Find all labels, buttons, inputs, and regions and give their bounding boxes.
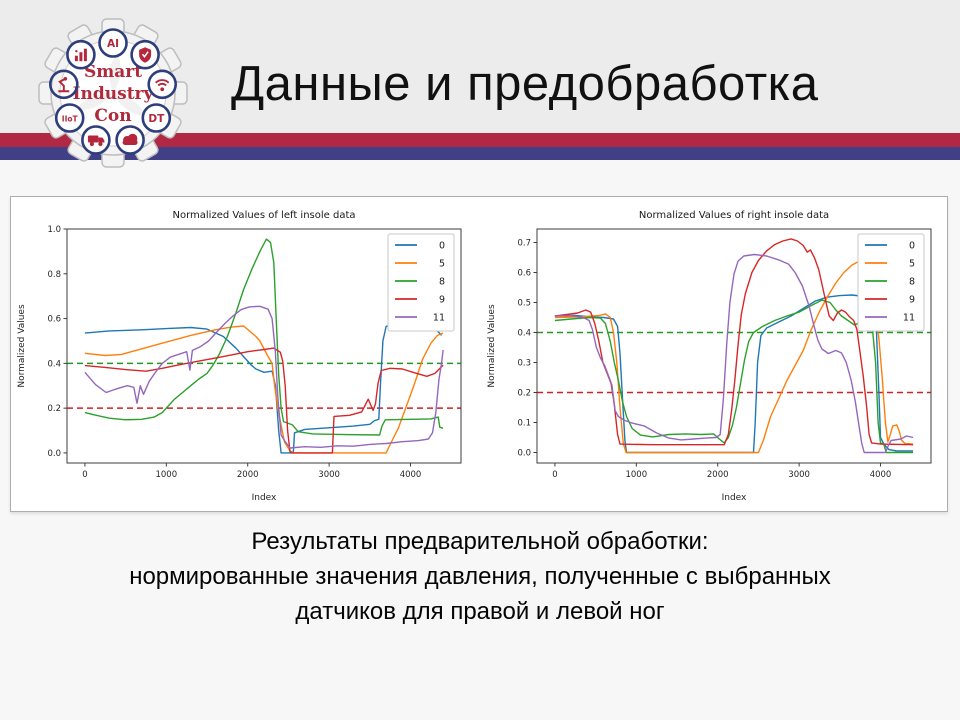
x-axis-label: Index xyxy=(252,493,277,503)
x-tick-label: 1000 xyxy=(625,470,647,480)
ai-icon: AI xyxy=(98,28,128,58)
series-11 xyxy=(84,305,444,449)
slide-title: Данные и предобработка xyxy=(231,57,819,111)
y-tick-label: 1.0 xyxy=(47,225,61,235)
caption-line-1: Результаты предварительной обработки: xyxy=(251,528,709,555)
cloud-icon xyxy=(115,125,145,155)
y-tick-label: 0.0 xyxy=(47,449,61,459)
svg-text:AI: AI xyxy=(107,38,119,50)
y-axis-label: Normalized Values xyxy=(17,304,27,388)
caption-line-2: нормированные значения давления, получен… xyxy=(129,563,831,590)
x-tick-label: 4000 xyxy=(400,470,422,480)
charts-figure: 0 1000 2000 3000 4000 0.0 0.2 0.4 0.6 0.8 1.0 Index… xyxy=(10,196,948,512)
axes-box xyxy=(536,228,932,464)
y-tick-label: 0.7 xyxy=(517,239,531,249)
x-tick-label: 3000 xyxy=(318,470,340,480)
legend-label: 5 xyxy=(909,259,915,270)
y-tick-label: 0.8 xyxy=(47,270,61,280)
logo-text-industry: Industry xyxy=(73,84,155,104)
x-tick-label: 1000 xyxy=(155,470,177,480)
x-tick-label: 0 xyxy=(552,470,557,480)
legend-label: 0 xyxy=(439,241,445,252)
x-tick-label: 4000 xyxy=(870,470,892,480)
left-insole-chart: 0 1000 2000 3000 4000 0.0 0.2 0.4 0.6 0.8 1.0 Index… xyxy=(17,210,462,503)
axes-box xyxy=(66,228,462,464)
y-tick-label: 0.1 xyxy=(517,419,531,429)
caption-line-3: датчиков для правой и левой ног xyxy=(295,598,665,625)
logo-gear: Smart Industry Con AI DT xyxy=(38,18,188,168)
y-tick-label: 0.4 xyxy=(517,329,531,339)
legend-label: 8 xyxy=(909,277,915,288)
bar-chart-icon xyxy=(66,39,96,70)
robot-arm-icon xyxy=(48,69,79,100)
right-insole-chart: 0 1000 2000 3000 4000 0.0 0.1 0.2 0.3 0.4 0.5 0.6 0.… xyxy=(487,210,932,503)
svg-text:DT: DT xyxy=(148,113,165,125)
x-tick-label: 2000 xyxy=(707,470,729,480)
smart-industry-con-logo: Smart Industry Con AI DT xyxy=(33,6,193,168)
shield-check-icon xyxy=(130,39,160,70)
logo-text-con: Con xyxy=(94,106,131,126)
y-tick-label: 0.2 xyxy=(517,389,531,399)
legend-label: 5 xyxy=(439,259,445,270)
series-5 xyxy=(84,325,444,454)
x-tick-label: 3000 xyxy=(788,470,810,480)
series-9 xyxy=(84,347,444,454)
svg-text:IIoT: IIoT xyxy=(62,115,79,124)
wifi-icon xyxy=(147,69,177,100)
legend-label: 11 xyxy=(433,313,445,324)
y-tick-label: 0.2 xyxy=(47,404,61,414)
y-tick-label: 0.3 xyxy=(517,359,531,369)
right-insole-chart: 0 1000 2000 3000 4000 0.0 0.1 0.2 0.3 0.4 0.5 0.6 0.… xyxy=(481,199,947,509)
y-tick-label: 0.4 xyxy=(47,359,61,369)
left-insole-chart: 0 1000 2000 3000 4000 0.0 0.2 0.4 0.6 0.8 1.0 Index… xyxy=(11,199,477,509)
chart-title: Normalized Values of left insole data xyxy=(172,210,355,221)
y-axis-label: Normalized Values xyxy=(487,304,497,388)
truck-icon xyxy=(81,125,111,155)
iiot-icon: IIoT xyxy=(54,103,85,133)
x-tick-label: 0 xyxy=(82,470,87,480)
x-axis-label: Index xyxy=(722,493,747,503)
y-tick-label: 0.5 xyxy=(517,299,531,309)
dt-icon: DT xyxy=(141,103,172,133)
series-8 xyxy=(84,238,444,436)
legend-label: 11 xyxy=(903,313,915,324)
accent-stripe-red xyxy=(0,133,960,147)
turbine-watermark xyxy=(76,53,146,117)
logo-text-smart: Smart xyxy=(84,62,142,82)
caption: Результаты предварительной обработки: но… xyxy=(0,524,960,629)
chart-title: Normalized Values of right insole data xyxy=(639,210,829,221)
y-tick-label: 0.0 xyxy=(517,449,531,459)
series-11 xyxy=(554,253,914,454)
x-tick-label: 2000 xyxy=(237,470,259,480)
y-tick-label: 0.6 xyxy=(517,269,531,279)
legend-label: 0 xyxy=(909,241,915,252)
legend xyxy=(387,233,455,332)
y-tick-label: 0.6 xyxy=(47,315,61,325)
accent-stripe-blue xyxy=(0,147,960,160)
series-0 xyxy=(554,294,914,454)
series-5 xyxy=(554,261,914,454)
legend xyxy=(857,233,925,332)
legend-label: 9 xyxy=(439,295,445,306)
legend-label: 9 xyxy=(909,295,915,306)
legend-label: 8 xyxy=(439,277,445,288)
